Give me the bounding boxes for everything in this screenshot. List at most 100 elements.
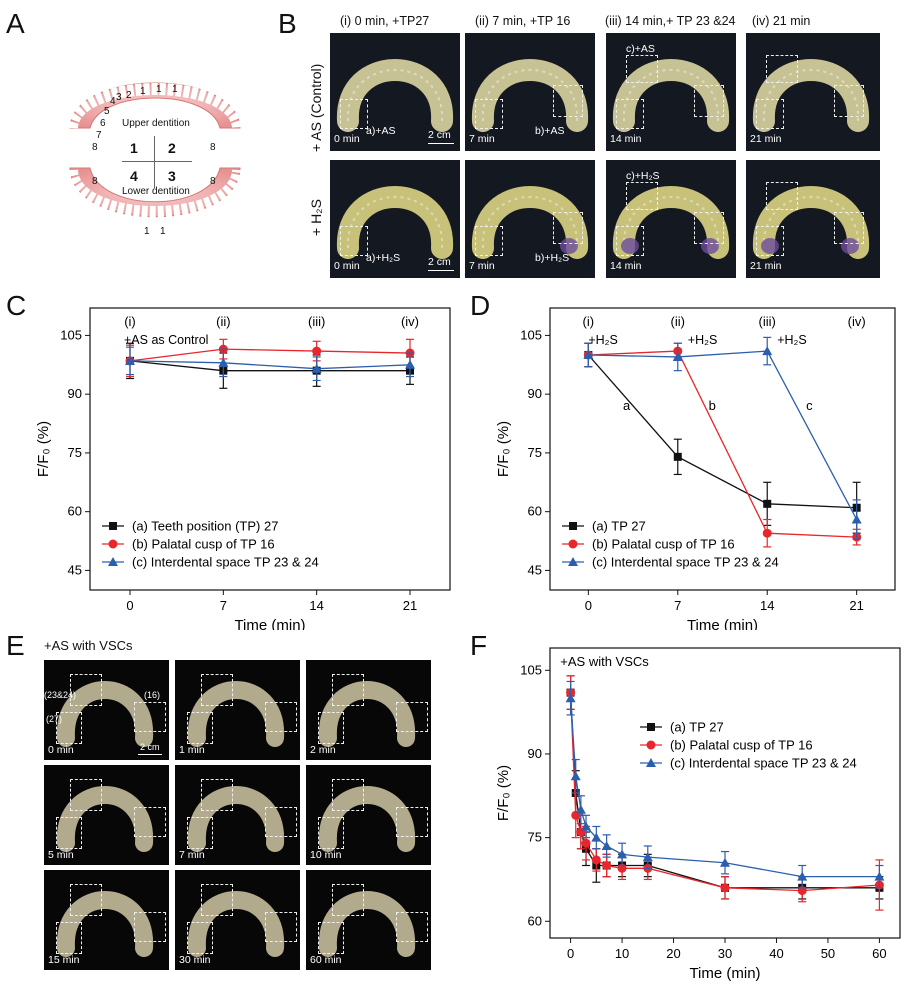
upper-left-tooth-3: 3 (116, 92, 122, 103)
x-tick-label: 21 (403, 598, 417, 613)
quadrant-3: 3 (168, 168, 176, 184)
panel-label-b: B (278, 8, 297, 39)
b-photo-time: 0 min (334, 260, 360, 272)
data-point (125, 355, 135, 365)
b-photo-annotation: a)+AS (366, 125, 396, 137)
e-annot-16: (16) (144, 690, 161, 700)
x-tick-label: 14 (309, 598, 323, 613)
b-photo-r1-c4: 21 min (746, 33, 880, 151)
y-tick-label: 105 (60, 327, 82, 342)
x-tick-label: 7 (220, 598, 227, 613)
y-axis-label: F/F₀ (%) (495, 421, 512, 477)
e-photo-1: 0 min (23&24) (16) (27) 2 cm (44, 660, 169, 760)
legend-label-1: (a) TP 27 (670, 720, 724, 735)
upper-dentition-label: Upper dentition (122, 118, 190, 129)
series-line-3 (129, 360, 411, 370)
series-line-1 (129, 360, 410, 372)
b-row2-label: + H₂S (308, 199, 324, 236)
upper-left-tooth-6: 6 (100, 118, 106, 129)
b-col-title-4: (iv) 21 min (752, 14, 811, 28)
e-title: +AS with VSCs (44, 638, 133, 653)
e-photo-time: 10 min (310, 849, 342, 861)
e-roi-box (70, 884, 102, 916)
b-roi-box (553, 85, 583, 117)
b-photo-time: 14 min (610, 260, 642, 272)
lower-dentition-label: Lower dentition (122, 186, 190, 197)
line-letter-a: a (623, 398, 631, 413)
b-photo-time: 21 min (750, 260, 782, 272)
data-point (591, 832, 602, 842)
data-point (312, 346, 322, 356)
b-roi-box (553, 212, 583, 244)
legend-marker (568, 539, 578, 549)
b-col-title-1: (i) 0 min, +TP27 (340, 14, 430, 28)
scale-label: 2 cm (428, 256, 451, 268)
mouthguard-tray (306, 765, 431, 865)
lower-tooth-1b: 1 (160, 226, 166, 237)
stage-label-1: (i) (124, 314, 136, 329)
b-photo-annotation: c)+AS (626, 43, 655, 55)
data-point (583, 350, 594, 359)
mouthguard-tray (175, 870, 300, 970)
b-photo-r2-c3: 14 min c)+H₂S (606, 160, 736, 278)
e-roi-box (56, 712, 82, 744)
scale-bar (428, 143, 454, 144)
b-photo-annotation: c)+H₂S (626, 170, 660, 182)
mouthguard-tray (175, 765, 300, 865)
lower-left-tooth-8: 8 (92, 176, 98, 187)
e-photo-6: 10 min (306, 765, 431, 865)
e-roi-box (134, 702, 166, 732)
e-roi-box (332, 884, 364, 916)
panel-label-e: E (6, 630, 25, 661)
e-roi-box (70, 674, 102, 706)
chart-d: 0 7 14 21 45 60 75 90 105 Time (min) F/F₀ (%) (a) T… (495, 307, 896, 630)
mouthguard-tray (606, 160, 736, 278)
series-line-2 (588, 350, 857, 538)
data-point (762, 528, 772, 538)
upper-top-tooth-1: 1 (156, 84, 162, 95)
quadrant-divider-h (122, 161, 192, 162)
b-roi-box (626, 182, 658, 210)
stage-note-1: +H₂S (588, 333, 618, 347)
e-roi-box (187, 922, 213, 954)
data-point (762, 346, 773, 356)
mouthguard-tray (606, 33, 736, 151)
e-photo-time: 7 min (179, 849, 205, 861)
mouthguard-tray (306, 660, 431, 760)
b-roi-box (340, 226, 368, 256)
b-photo-r1-c2: 7 min b)+AS (465, 33, 595, 151)
x-axis-label: Time (min) (687, 617, 758, 630)
b-photo-r1-c3: 14 min c)+AS (606, 33, 736, 151)
y-tick-label: 45 (528, 562, 542, 577)
legend-label-3: (c) Interdental space TP 23 & 24 (670, 756, 857, 771)
mouthguard-tray (746, 160, 876, 278)
b-photo-time: 21 min (750, 133, 782, 145)
b-photo-time: 0 min (334, 133, 360, 145)
legend-label-2: (b) Palatal cusp of TP 16 (132, 537, 275, 552)
e-roi-box (265, 702, 297, 732)
mouthguard-tray (330, 160, 460, 278)
upper-left-tooth-5: 5 (104, 106, 110, 117)
stage-label-2: (ii) (216, 314, 230, 329)
data-point (720, 857, 730, 867)
b-photo-time: 7 min (469, 133, 495, 145)
line-letter-c: c (806, 398, 813, 413)
e-photo-8: 30 min (175, 870, 300, 970)
e-roi-box (134, 912, 166, 942)
legend-label-1: (a) TP 27 (592, 519, 646, 534)
x-tick-label: 40 (769, 946, 783, 961)
upper-left-tooth-1: 1 (140, 86, 146, 97)
b-col-title-2: (ii) 7 min, +TP 16 (475, 14, 571, 28)
e-roi-box (56, 817, 82, 849)
data-point (797, 871, 808, 881)
b-photo-r2-c1: 0 min a)+H₂S 2 cm (330, 160, 460, 278)
b-roi-box (475, 99, 503, 129)
b-roi-box (766, 55, 798, 83)
e-annot-27: (27) (46, 714, 63, 724)
b-photo-r2-c2: 7 min b)+H₂S (465, 160, 595, 278)
b-roi-box (616, 226, 644, 256)
e-photo-4: 5 min (44, 765, 169, 865)
mouthguard-tray (465, 33, 595, 151)
e-roi-box (187, 817, 213, 849)
mouthguard-tray (465, 160, 595, 278)
